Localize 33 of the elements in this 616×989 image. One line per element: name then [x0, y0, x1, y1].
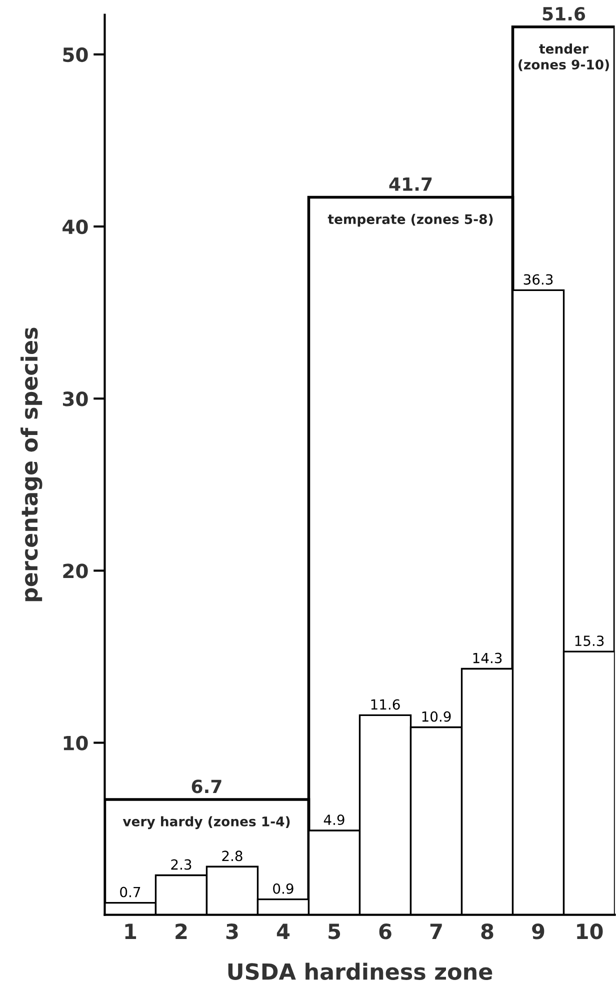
- x-tick-label: 8: [481, 924, 494, 940]
- annotation: very hardy (zones 1-4): [122, 816, 290, 830]
- x-tick-label: 5: [328, 924, 340, 940]
- x-tick-label: 2: [176, 924, 187, 939]
- y-tick-label: 30: [62, 392, 88, 406]
- y-tick-label: 50: [63, 47, 88, 62]
- y-tick-label: 40: [62, 219, 88, 234]
- data-label: 4.9: [324, 814, 344, 826]
- data-label: 6.7: [192, 780, 222, 794]
- x-tick-label: 3: [226, 924, 238, 940]
- data-label: 2.3: [171, 859, 192, 870]
- x-tick-label: 10: [577, 924, 603, 940]
- data-label: 10.9: [422, 711, 451, 722]
- y-axis-title: percentage of species: [20, 328, 42, 602]
- data-label: 15.3: [575, 636, 604, 646]
- x-tick-label: 1: [125, 924, 136, 939]
- data-label: 0.9: [273, 883, 294, 894]
- data-label: 51.6: [542, 6, 586, 21]
- x-axis-title: USDA hardiness zone: [228, 962, 492, 980]
- data-label: 14.3: [473, 652, 502, 664]
- x-tick-label: 6: [379, 924, 392, 940]
- annotation: temperate (zones 5-8): [328, 214, 493, 227]
- x-tick-label: 9: [532, 924, 544, 940]
- data-label: 41.7: [389, 178, 432, 191]
- annotation: tender (zones 9-10): [518, 44, 609, 72]
- y-tick-label: 10: [64, 736, 88, 750]
- y-tick-label: 20: [63, 564, 88, 578]
- data-label: 11.6: [371, 699, 400, 710]
- data-label: 2.8: [222, 850, 242, 862]
- data-label: 0.7: [120, 886, 140, 898]
- x-tick-label: 7: [430, 924, 442, 939]
- x-tick-label: 4: [276, 924, 290, 939]
- data-label: 36.3: [524, 274, 553, 285]
